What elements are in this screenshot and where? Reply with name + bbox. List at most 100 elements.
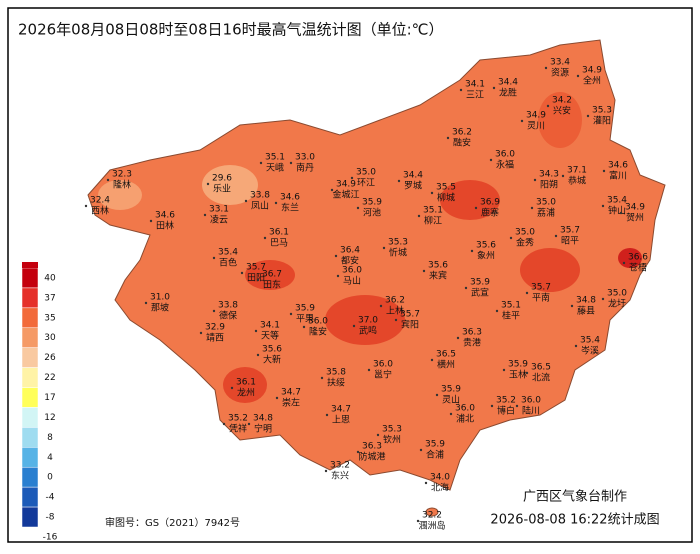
station-name: 资源: [551, 68, 569, 79]
station-value: 35.7: [400, 310, 420, 320]
station-dot: [561, 174, 565, 178]
station-name: 兴安: [553, 105, 571, 117]
station-name: 金城江: [332, 189, 359, 201]
station-name: 岑溪: [581, 345, 599, 357]
hot-area: [325, 295, 405, 345]
station-dot: [324, 469, 328, 473]
station-name: 乐业: [213, 183, 231, 195]
station-dot: [206, 182, 210, 186]
station-dot: [574, 344, 578, 348]
station-value: 36.3: [362, 442, 382, 452]
station-name: 涠洲岛: [418, 520, 445, 532]
station-name: 环江: [357, 178, 375, 189]
station-dot: [382, 246, 386, 250]
legend-swatch: [21, 427, 39, 448]
cool-area: [202, 165, 258, 205]
island: [425, 507, 439, 517]
station-value: 29.6: [212, 174, 232, 184]
cool-area: [98, 180, 142, 210]
station-dot: [84, 204, 88, 208]
station-name: 钦州: [383, 434, 401, 446]
station-name: 天等: [261, 330, 279, 342]
station-value: 35.5: [436, 183, 456, 193]
legend-swatch: [21, 387, 39, 408]
station-dot: [544, 66, 548, 70]
station-dot: [274, 201, 278, 205]
station-name: 上林: [386, 305, 404, 317]
legend-label: -4: [46, 493, 55, 503]
station-value: 32.3: [112, 170, 132, 180]
station-value: 35.0: [356, 168, 376, 178]
station-name: 柳江: [424, 215, 442, 227]
station-value: 35.0: [536, 198, 556, 208]
station-value: 33.8: [218, 301, 238, 311]
legend-label: 30: [44, 333, 56, 343]
station-value: 35.0: [607, 289, 627, 299]
station-dot: [570, 304, 574, 308]
station-name: 浦北: [456, 413, 474, 425]
station-value: 37.1: [567, 166, 587, 176]
station-name: 田阳: [247, 273, 265, 284]
station-name: 武宣: [471, 287, 489, 299]
station-dot: [376, 433, 380, 437]
station-dot: [459, 88, 463, 92]
station-name: 河池: [363, 207, 381, 219]
station-dot: [334, 254, 338, 258]
station-name: 平南: [532, 292, 550, 304]
station-name: 龙胜: [499, 87, 517, 99]
station-value: 36.2: [452, 128, 472, 138]
station-dot: [367, 368, 371, 372]
station-dot: [525, 371, 529, 375]
station-name: 金秀: [516, 237, 534, 249]
station-dot: [394, 318, 398, 322]
station-value: 36.7: [262, 270, 282, 280]
station-name: 苍梧: [629, 262, 647, 274]
station-name: 三江: [466, 90, 484, 101]
station-name: 藤县: [577, 305, 595, 317]
station-value: 35.7: [531, 283, 551, 293]
station-value: 34.6: [155, 211, 175, 221]
station-dot: [356, 450, 360, 454]
legend-label: 4: [47, 453, 53, 463]
station-value: 35.1: [423, 206, 443, 216]
legend-label: 35: [44, 313, 55, 323]
station-value: 35.2: [228, 414, 248, 424]
station-name: 龙州: [237, 387, 255, 399]
station-name: 恭城: [568, 176, 586, 187]
legend-swatch: [22, 262, 38, 268]
station-value: 36.0: [342, 266, 362, 276]
station-value: 35.1: [501, 301, 521, 311]
station-dot: [464, 286, 468, 290]
station-name: 桂平: [502, 310, 520, 322]
station-value: 34.8: [253, 414, 273, 424]
station-value: 34.9: [336, 180, 356, 190]
station-value: 35.6: [476, 241, 496, 251]
station-dot: [474, 206, 478, 210]
station-dot: [289, 312, 293, 316]
station-value: 35.0: [515, 228, 535, 238]
station-value: 36.6: [628, 253, 648, 263]
station-name: 南丹: [296, 162, 314, 174]
station-value: 36.0: [521, 396, 541, 406]
station-value: 35.9: [470, 278, 490, 288]
legend-label: 26: [44, 353, 56, 363]
station-dot: [106, 178, 110, 182]
station-dot: [212, 309, 216, 313]
station-value: 35.9: [362, 198, 382, 208]
legend-label: 12: [44, 413, 55, 423]
station-dot: [430, 358, 434, 362]
legend-label: 40: [44, 273, 56, 283]
station-name: 横州: [437, 359, 455, 371]
station-name: 百色: [219, 257, 237, 269]
station-value: 34.9: [526, 111, 546, 121]
legend-swatch: [21, 447, 39, 468]
legend-label: 0: [47, 473, 53, 483]
station-value: 31.0: [150, 293, 170, 303]
station-name: 隆安: [309, 326, 327, 338]
station-value: 36.0: [373, 360, 393, 370]
station-dot: [149, 219, 153, 223]
station-name: 大新: [263, 354, 281, 366]
station-name: 西林: [91, 205, 109, 217]
station-value: 35.7: [246, 263, 266, 273]
